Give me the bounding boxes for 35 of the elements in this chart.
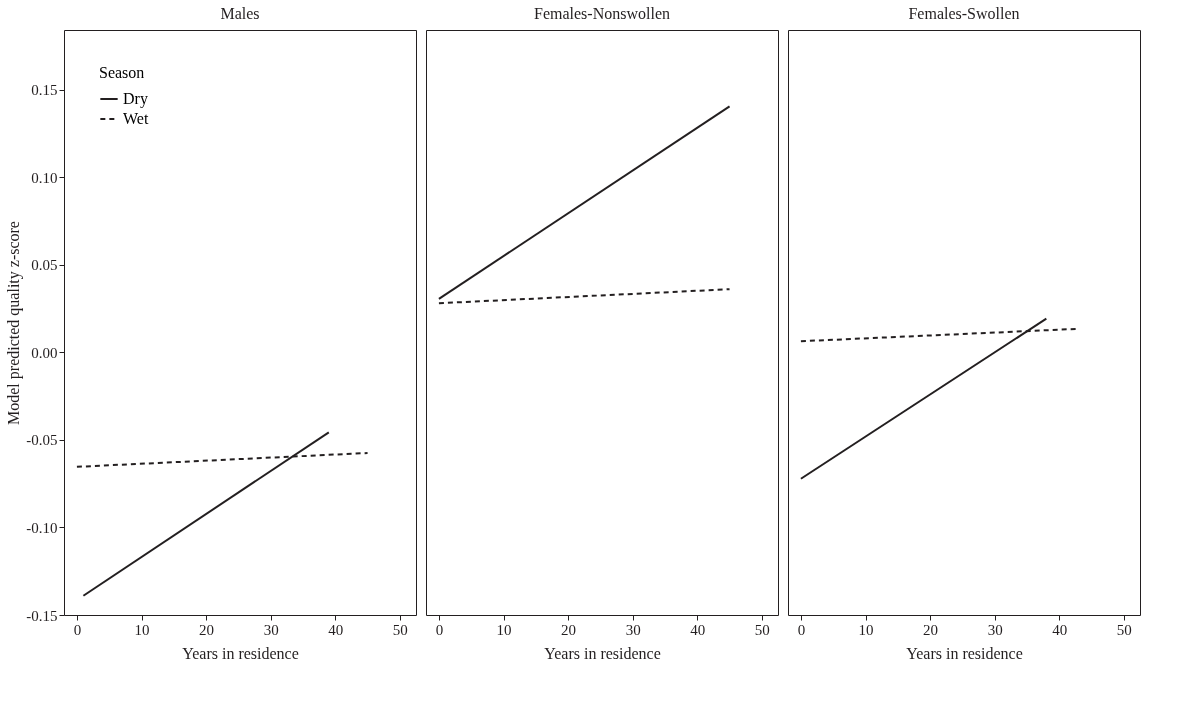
- x-tick-label: 0: [797, 621, 806, 638]
- x-tick-label: 30: [987, 621, 1003, 638]
- chart-title: Females-Nonswollen: [534, 5, 670, 22]
- y-tick-label: 0.10: [31, 169, 58, 186]
- x-tick-label: 10: [858, 621, 874, 638]
- x-tick-label: 10: [134, 621, 150, 638]
- chart-title: Females-Swollen: [908, 5, 1020, 22]
- chart-title: Males: [220, 5, 260, 22]
- y-tick-label: -0.05: [26, 432, 58, 449]
- x-tick-label: 20: [923, 621, 939, 638]
- x-axis-title: Years in residence: [544, 644, 661, 662]
- x-tick-label: 0: [73, 621, 82, 638]
- x-axis-title: Years in residence: [182, 644, 299, 662]
- y-tick-label: -0.15: [26, 607, 58, 624]
- legend-title: Season: [99, 64, 145, 81]
- x-tick-label: 40: [690, 621, 706, 638]
- x-tick-label: 40: [328, 621, 344, 638]
- x-tick-label: 20: [561, 621, 577, 638]
- x-tick-label: 50: [754, 621, 770, 638]
- x-axis-title: Years in residence: [906, 644, 1023, 662]
- x-tick-label: 30: [263, 621, 279, 638]
- x-tick-label: 0: [435, 621, 444, 638]
- y-tick-label: 0.00: [31, 344, 58, 361]
- y-tick-label: 0.15: [31, 82, 58, 99]
- legend-label: Dry: [123, 90, 148, 108]
- x-tick-label: 50: [1116, 621, 1132, 638]
- y-tick-label: -0.10: [26, 519, 58, 536]
- y-axis-title: Model predicted quality z-score: [5, 221, 24, 425]
- x-tick-label: 30: [625, 621, 641, 638]
- legend-label: Wet: [123, 110, 149, 127]
- x-tick-label: 10: [496, 621, 512, 638]
- x-tick-label: 50: [392, 621, 408, 638]
- y-tick-label: 0.05: [31, 257, 58, 274]
- x-tick-label: 40: [1052, 621, 1068, 638]
- x-tick-label: 20: [199, 621, 215, 638]
